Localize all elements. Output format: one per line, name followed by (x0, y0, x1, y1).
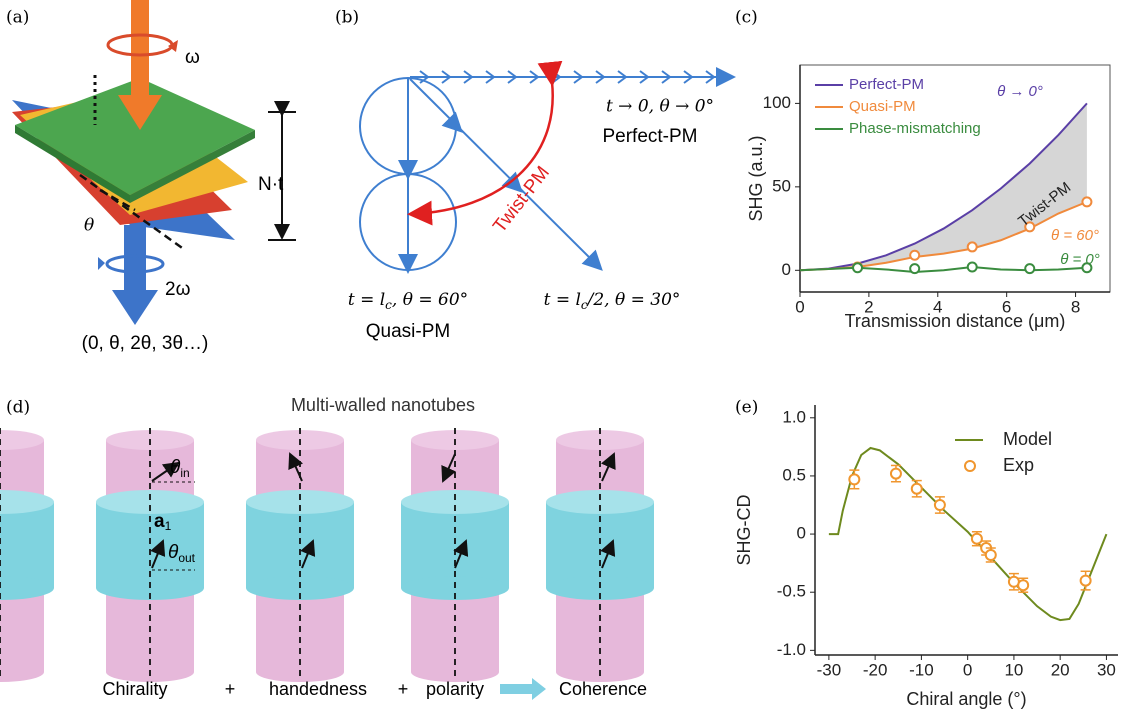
y-tick-label: 0 (797, 524, 806, 543)
legend-label: Perfect-PM (849, 76, 924, 93)
y-tick-label: 50 (772, 176, 791, 195)
data-point (891, 469, 901, 479)
math-part: t = l (544, 290, 581, 310)
x-tick-label: 10 (1004, 660, 1023, 679)
data-point (849, 474, 859, 484)
subscript: in (180, 466, 189, 480)
data-point (853, 263, 862, 272)
data-point (1018, 580, 1028, 590)
data-point (968, 242, 977, 251)
bottom-word: + (398, 679, 409, 699)
series-line (829, 448, 1107, 620)
perfect-label: Perfect-PM (602, 126, 697, 147)
math-part: /2, θ = 30° (586, 290, 681, 310)
quasi-condition: t = lc, θ = 60° (348, 290, 468, 312)
annotation: θ = 60° (1051, 227, 1099, 244)
legend-label: Model (1003, 429, 1052, 449)
x-tick-label: -30 (817, 660, 842, 679)
data-point (968, 262, 977, 271)
subscript: out (178, 551, 195, 565)
x-tick-label: 0 (963, 660, 972, 679)
data-point (1025, 264, 1034, 273)
data-point (935, 500, 945, 510)
theta-label: θ (84, 216, 94, 236)
y-tick-label: 100 (763, 93, 791, 112)
bottom-word: Coherence (559, 679, 647, 699)
panel-label: (b) (335, 8, 359, 28)
bottom-word: + (225, 679, 236, 699)
legend-label: Quasi-PM (849, 98, 916, 115)
x-tick-label: 20 (1051, 660, 1070, 679)
subscript: 1 (165, 519, 172, 533)
data-point (972, 534, 982, 544)
y-tick-label: -1.0 (777, 640, 806, 659)
bottom-word: handedness (269, 679, 367, 699)
x-tick-label: -10 (909, 660, 934, 679)
y-tick-label: -0.5 (777, 582, 806, 601)
x-tick-label: -20 (863, 660, 888, 679)
half-condition: t = lc/2, θ = 30° (544, 290, 681, 312)
panel-label: (e) (735, 398, 758, 418)
x-axis-label: Chiral angle (°) (906, 689, 1026, 709)
panel-d-diagram (0, 428, 654, 700)
bottom-word: Chirality (102, 679, 167, 699)
nanotube-title: Multi-walled nanotubes (291, 395, 475, 415)
data-point (1081, 576, 1091, 586)
math-part: t = l (348, 290, 385, 310)
sequence-label: (0, θ, 2θ, 3θ…) (82, 333, 209, 354)
y-axis-label: SHG-CD (734, 495, 754, 566)
data-point (910, 264, 919, 273)
annotation: θ → 0° (997, 83, 1043, 100)
y-axis-label: SHG (a.u.) (746, 135, 766, 221)
perfect-condition: t → 0, θ → 0° (606, 97, 714, 117)
x-axis-label: Transmission distance (μm) (845, 311, 1066, 331)
bottom-word: polarity (426, 679, 484, 699)
y-tick-label: 0 (782, 260, 791, 279)
y-tick-label: 0.5 (782, 465, 806, 484)
panel-a-diagram (12, 0, 296, 325)
legend-label: Exp (1003, 455, 1034, 475)
y-tick-label: 1.0 (782, 407, 806, 426)
panel-label: (d) (6, 398, 30, 418)
data-point (912, 484, 922, 494)
annotation: θ = 0° (1060, 251, 1100, 268)
x-tick-label: 8 (1071, 297, 1080, 316)
quasi-label: Quasi-PM (366, 321, 450, 342)
x-tick-label: 0 (795, 297, 804, 316)
data-point (1082, 197, 1091, 206)
x-tick-label: 30 (1097, 660, 1116, 679)
panel-label: (c) (735, 8, 758, 28)
legend-marker (965, 461, 975, 471)
legend-label: Phase-mismatching (849, 120, 981, 137)
series-line (800, 267, 1087, 272)
math-part: , θ = 60° (392, 290, 468, 310)
symbol: a (154, 511, 165, 532)
omega-label: ω (185, 47, 200, 68)
panel-label: (a) (6, 8, 29, 28)
thickness-label: N·t (258, 174, 284, 195)
figure: (a) (b) (c) (d) (e) ω N·t θ 2ω (0, θ, 2θ… (0, 0, 1123, 716)
omega2-label: 2ω (165, 279, 191, 300)
data-point (986, 550, 996, 560)
data-point (910, 251, 919, 260)
